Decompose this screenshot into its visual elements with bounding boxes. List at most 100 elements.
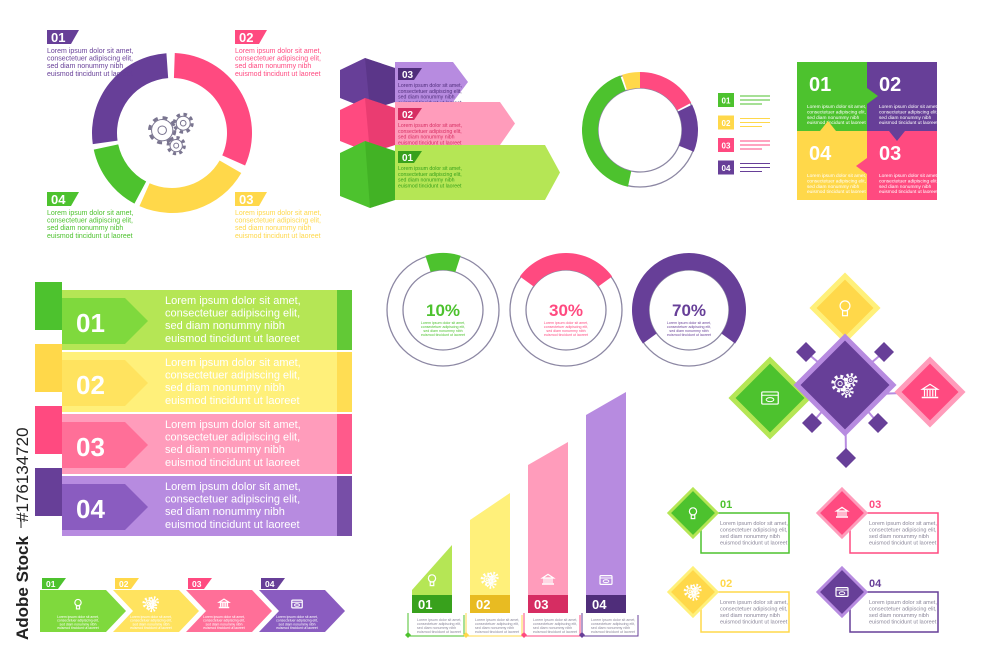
banner-edge: [337, 352, 352, 412]
banner-step-03: 03 Lorem ipsum dolor sit amet,consectetue…: [35, 406, 352, 474]
description-line: consectetuer adipiscing elit,: [398, 129, 462, 135]
diamond-item-02: 02 Lorem ipsum dolor sit amet,consectetue…: [666, 565, 790, 633]
description-line: sed diam nonummy nibh: [879, 184, 932, 190]
arrow-band: [395, 145, 560, 200]
watermark-brand: Adobe Stock: [13, 536, 32, 640]
item-frame: [849, 512, 939, 554]
small-diamond: [796, 342, 816, 362]
description-line: consectetuer adipiscing elit,: [807, 109, 866, 115]
description-text: Lorem ipsum dolor sit amet,consectetuer …: [720, 521, 788, 547]
bar-label-bg: [528, 595, 568, 613]
gear-body: [150, 605, 155, 610]
gear-hub: [491, 575, 495, 579]
description-line: sed diam nonummy nibh: [165, 382, 285, 394]
description-line: Lorem ipsum dolor sit amet,: [165, 357, 301, 369]
description-text: Lorem ipsum dolor sit amet,consectetuer …: [130, 615, 172, 630]
description-text: Lorem ipsum dolor sit amet,consectetuer …: [165, 419, 301, 469]
gear-hub: [157, 125, 167, 135]
gear-teeth: [148, 596, 160, 607]
chevron-shape: [186, 590, 272, 632]
arrow-step-01: 01 Lorem ipsum dolor sit amet,consectetue…: [340, 141, 560, 208]
gear-teeth: [148, 116, 177, 145]
step-number: 01: [402, 153, 414, 164]
bar-step-02: 02 Lorem ipsum dolor sit amet,consectetue…: [463, 493, 523, 638]
description-line: euismod tincidunt ut laoreet: [591, 630, 635, 634]
donut-segment-yellow: [622, 72, 640, 91]
percent-ring-70: 70%Lorem ipsum dolor sit amet,consectetu…: [631, 252, 746, 367]
window-content: [838, 591, 846, 596]
description-line: Lorem ipsum dolor sit amet,: [47, 210, 133, 217]
bank-roof: [920, 383, 940, 390]
gear-icon: [147, 602, 158, 613]
tag-shape: [188, 578, 212, 589]
legend-number: 01: [722, 97, 731, 106]
banner-edge: [337, 476, 352, 536]
description-text: Lorem ipsum dolor sit amet,consectetuer …: [276, 615, 318, 630]
item-frame: [700, 591, 790, 633]
diamond-item-01: 01 Lorem ipsum dolor sit amet,consectetue…: [666, 486, 790, 554]
description-text: Lorem ipsum dolor sit amet,consectetuer …: [879, 173, 938, 195]
description-line: sed diam nonummy nibh: [47, 63, 123, 70]
gear-icon: [843, 373, 858, 388]
description-line: sed diam nonummy nibh: [533, 626, 572, 630]
item-diamond: [666, 486, 720, 540]
arrow-band: [395, 102, 515, 145]
step-number: 04: [51, 192, 66, 207]
banner-step-04: 04 Lorem ipsum dolor sit amet,consectetue…: [35, 468, 352, 536]
gear-hub: [848, 378, 853, 383]
tile-bg: [867, 62, 937, 131]
gear-body: [488, 581, 494, 586]
description-line: euismod tincidunt ut laoreet: [398, 140, 462, 146]
description-line: euismod tincidunt ut laoreet: [165, 457, 300, 469]
description-line: Lorem ipsum dolor sit amet,: [130, 615, 172, 619]
stock-watermark: Adobe Stock #176134720: [13, 427, 32, 640]
bar-bracket: [581, 613, 639, 637]
browser-window-icon: [291, 599, 303, 609]
banner-tab: [35, 468, 62, 516]
description-line: Lorem ipsum dolor sit amet,: [421, 321, 465, 325]
gear-body: [175, 115, 191, 131]
description-line: sed diam nonummy nibh: [398, 135, 455, 141]
description-text: Lorem ipsum dolor sit amet,consectetuer …: [235, 210, 321, 240]
bank-roof: [540, 573, 556, 579]
description-line: sed diam nonummy nibh: [869, 613, 929, 619]
step-number-tag: 01: [42, 578, 66, 589]
description-line: Lorem ipsum dolor sit amet,: [475, 618, 519, 622]
percent-rings: 10%Lorem ipsum dolor sit amet,consectetu…: [386, 252, 746, 367]
description-line: euismod tincidunt ut laoreet: [544, 333, 588, 337]
bar-bracket: [523, 613, 581, 637]
banner-tab: [35, 344, 62, 392]
description-line: euismod tincidunt ut laoreet: [203, 626, 245, 630]
bar-bracket: [407, 613, 465, 637]
step-number: 01: [46, 579, 56, 589]
cycle-step-03: 03 Lorem ipsum dolor sit amet,consectetue…: [235, 192, 321, 240]
description-line: euismod tincidunt ut laoreet: [879, 120, 938, 126]
gears-icon: [831, 373, 858, 398]
description-text: Lorem ipsum dolor sit amet,consectetuer …: [869, 600, 937, 626]
gear-hub: [837, 380, 843, 387]
lightbulb-icon: [427, 574, 437, 587]
bar-step-01: 01 Lorem ipsum dolor sit amet,consectetue…: [405, 545, 465, 638]
description-line: euismod tincidunt ut laoreet: [879, 189, 938, 195]
window-content: [765, 397, 775, 403]
description-line: sed diam nonummy nibh: [165, 444, 285, 456]
description-line: euismod tincidunt ut laoreet: [276, 626, 318, 630]
item-number: 02: [720, 578, 732, 590]
description-line: euismod tincidunt ut laoreet: [235, 233, 321, 240]
description-line: Lorem ipsum dolor sit amet,: [57, 615, 99, 619]
chevron-step-02: 02 Lorem ipsum dolor sit amet,consectetue…: [113, 578, 199, 632]
tile-bg: [797, 131, 867, 200]
description-line: consectetuer adipiscing elit,: [591, 622, 635, 626]
description-line: euismod tincidunt ut laoreet: [47, 71, 133, 78]
banner-arrow: [62, 298, 148, 344]
description-text: Lorem ipsum dolor sit amet,consectetuer …: [421, 321, 465, 337]
window-content: [602, 579, 610, 584]
bar-number: 02: [476, 597, 490, 612]
description-line: euismod tincidunt ut laoreet: [807, 189, 866, 195]
description-line: sed diam nonummy nibh: [669, 329, 708, 333]
ring-progress: [631, 252, 746, 344]
description-line: consectetuer adipiscing elit,: [276, 619, 318, 623]
tag-shape: [47, 30, 79, 44]
window-content: [294, 603, 300, 607]
